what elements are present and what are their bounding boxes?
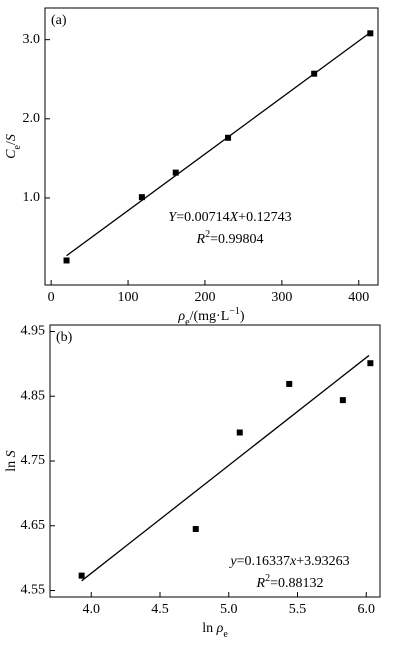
y-axis-label: Ce/S (4, 134, 23, 159)
y-tick-label: 4.55 (21, 583, 46, 598)
x-tick-label: 4.5 (151, 602, 169, 617)
data-point (63, 257, 70, 264)
fit-line (66, 32, 371, 257)
equation: y=0.16337x+3.93263 (228, 554, 349, 569)
y-tick-label: 4.75 (21, 453, 46, 468)
data-point (236, 429, 243, 436)
text-segment: ln (4, 457, 19, 471)
y-tick-label: 1.0 (23, 190, 41, 205)
text-segment: R (256, 576, 266, 591)
data-point (78, 572, 85, 579)
x-tick-label: 300 (271, 290, 292, 305)
text-segment: ln (202, 621, 216, 636)
text-segment: ρ (216, 621, 224, 636)
data-point (172, 169, 179, 176)
equation: R2=0.99804 (196, 229, 264, 247)
text-segment: 2 (265, 573, 270, 584)
data-point (367, 30, 374, 37)
y-tick-label: 4.85 (21, 388, 46, 403)
x-tick-label: 6.0 (358, 602, 376, 617)
x-tick-label: 400 (348, 290, 369, 305)
text-segment: R (196, 232, 206, 247)
text-segment: C (4, 149, 19, 159)
panel-label: (a) (51, 13, 67, 28)
plot-frame (44, 7, 379, 286)
text-segment: e (12, 145, 23, 150)
text-segment: / (4, 141, 19, 145)
y-axis-label: ln S (4, 450, 19, 471)
text-segment: =0.88132 (270, 576, 323, 591)
fit-line (81, 354, 370, 582)
x-tick-label: 100 (118, 290, 139, 305)
panel-label: (b) (56, 330, 73, 345)
text-segment: Y (168, 210, 178, 225)
x-tick-label: 5.0 (220, 602, 238, 617)
text-segment: +0.12743 (238, 210, 291, 225)
text-segment: =0.16337 (237, 554, 290, 569)
data-point (286, 380, 293, 387)
y-tick-label: 2.0 (23, 111, 41, 126)
data-point (311, 70, 318, 77)
text-segment: ) (240, 309, 245, 324)
data-point (339, 397, 346, 404)
text-segment: S (4, 450, 19, 457)
y-tick-label: 4.95 (21, 324, 46, 339)
text-segment: e (223, 629, 228, 640)
equation: Y=0.00714X+0.12743 (168, 210, 291, 225)
data-point (225, 134, 232, 141)
x-tick-label: 200 (194, 290, 215, 305)
x-axis-label: ln ρe (202, 621, 228, 640)
x-axis-label: ρe/(mg·L−1) (177, 306, 244, 328)
text-segment: −1 (229, 306, 240, 317)
text-segment: +3.93263 (296, 554, 349, 569)
equation: R2=0.88132 (256, 573, 324, 591)
data-point (138, 194, 145, 201)
text-segment: 2 (205, 229, 210, 240)
text-segment: =0.99804 (210, 232, 263, 247)
text-segment: X (229, 210, 239, 225)
y-tick-label: 3.0 (23, 32, 41, 47)
data-point (192, 526, 199, 532)
text-segment: S (4, 134, 19, 141)
y-tick-label: 4.65 (21, 518, 46, 533)
x-tick-label: 0 (48, 290, 55, 305)
text-segment: ρ (177, 309, 185, 324)
text-segment: /(mg·L (190, 309, 230, 324)
x-tick-label: 4.0 (83, 602, 101, 617)
text-segment: y (228, 554, 237, 569)
text-segment: =0.00714 (176, 210, 229, 225)
x-tick-label: 5.5 (289, 602, 307, 617)
data-point (367, 360, 374, 367)
text-segment: e (185, 317, 190, 328)
text-segment: x (289, 554, 297, 569)
